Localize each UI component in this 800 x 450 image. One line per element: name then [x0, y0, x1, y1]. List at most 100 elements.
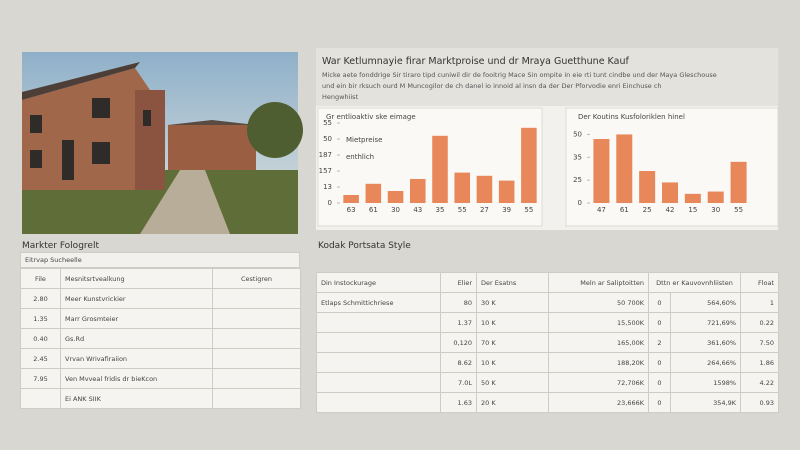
x-tick-label: 39	[502, 206, 511, 214]
chart-panel	[317, 107, 543, 227]
cell: 1.86	[740, 352, 780, 373]
cell: 1.35	[20, 308, 61, 329]
bar	[432, 135, 448, 203]
annotation: enthlich	[346, 153, 374, 161]
cell: 70 K	[476, 332, 549, 353]
cell: 564,60%	[669, 292, 742, 313]
description-line: Hengwhiist	[322, 93, 359, 101]
cell: 7.50	[740, 332, 780, 353]
bar	[593, 139, 610, 203]
table-title: Markter Fologrelt	[22, 241, 99, 251]
summary-title: War Ketlumnayie firar Marktproise und dr…	[322, 56, 629, 67]
cell: 0.93	[740, 392, 780, 413]
x-tick-label: 35	[436, 206, 445, 214]
bar	[730, 161, 747, 203]
y-tick-label: 13	[323, 183, 332, 191]
column-header: Dttn er Kauvovnhliisten	[647, 272, 742, 293]
x-tick-label: 47	[597, 206, 606, 214]
cell: 354,9K	[669, 392, 742, 413]
cell: 0	[648, 292, 671, 313]
cell: 2.80	[20, 288, 61, 309]
cell: 15,500K	[548, 312, 649, 333]
cell: 264,66%	[669, 352, 742, 373]
right-table-block: Din Instockurage Elier Der Esatns Meln ar S…	[316, 272, 780, 413]
y-tick-label: 50	[573, 130, 582, 138]
cell: Meer Kunstvrickier	[60, 288, 213, 309]
x-tick-label: 15	[688, 206, 697, 214]
table-row: 2.45 Vrvan Wrivafiraiion	[20, 348, 301, 369]
column-header: Mesnitsrtvealkung	[60, 268, 213, 289]
cell: 2	[648, 332, 671, 353]
y-tick-label: 55	[323, 119, 332, 127]
cell: 10 K	[476, 312, 549, 333]
cell	[212, 308, 301, 329]
cell: 188,20K	[548, 352, 649, 373]
description-line: und ein bir rksuch ourd M Muncogilor de …	[322, 82, 662, 90]
cell	[316, 312, 441, 333]
cell	[316, 332, 441, 353]
bar	[387, 191, 404, 203]
cell	[212, 328, 301, 349]
x-tick-label: 43	[413, 206, 422, 214]
table: Din Instockurage Elier Der Esatns Meln ar S…	[316, 272, 780, 413]
y-tick-label: 187	[319, 151, 332, 159]
cell: 0,120	[440, 332, 477, 353]
bar	[684, 193, 701, 203]
y-tick-label: 35	[573, 153, 582, 161]
table-subtitle: Eitrvap Sucheelle	[20, 252, 300, 268]
bar	[476, 175, 493, 203]
x-tick-label: 55	[734, 206, 743, 214]
bar	[639, 171, 656, 203]
cell: 0.22	[740, 312, 780, 333]
x-tick-label: 55	[458, 206, 467, 214]
table-row: 0.40 Gs.Rd	[20, 328, 301, 349]
column-header: Cestigren	[212, 268, 301, 289]
cell: 0	[648, 352, 671, 373]
cell	[20, 388, 61, 409]
bar	[616, 134, 633, 203]
cell: Gs.Rd	[60, 328, 213, 349]
bar	[454, 172, 470, 203]
cell: 165,00K	[548, 332, 649, 353]
y-tick-label: 50	[323, 135, 332, 143]
column-header: Elier	[440, 272, 477, 293]
summary-description: Micke aete fonddrige Sir tiraro tipd cun…	[322, 70, 772, 103]
x-tick-label: 30	[391, 206, 400, 214]
table-row: 2.80 Meer Kunstvrickier	[20, 288, 301, 309]
table-row: 1.35 Marr Grosmteier	[20, 308, 301, 329]
x-tick-label: 42	[666, 206, 675, 214]
table-row: 1.37 10 K 15,500K 0 721,69% 0.22	[316, 312, 780, 333]
cell: 1.37	[440, 312, 477, 333]
cell: 721,69%	[669, 312, 742, 333]
cell: 0.40	[20, 328, 61, 349]
cell: Ei ANK SIIK	[60, 388, 213, 409]
cell	[212, 388, 301, 409]
table-row: 0,120 70 K 165,00K 2 361,60% 7.50	[316, 332, 780, 353]
column-header: Din Instockurage	[316, 272, 441, 293]
description-line: Micke aete fonddrige Sir tiraro tipd cun…	[322, 71, 717, 79]
cell: 1.63	[440, 392, 477, 413]
header-row: Din Instockurage Elier Der Esatns Meln ar S…	[316, 272, 780, 293]
cell: 361,60%	[669, 332, 742, 353]
table-row: 7.95 Ven Mvveal fridis dr bieKcon	[20, 368, 301, 389]
bar	[662, 182, 678, 203]
bar	[365, 183, 382, 203]
cell: 10 K	[476, 352, 549, 373]
y-tick-label: 157	[319, 167, 332, 175]
x-tick-label: 25	[643, 206, 652, 214]
y-tick-label: 25	[573, 176, 582, 184]
annotation: Mietpreise	[346, 136, 382, 144]
left-table-block: Eitrvap Sucheelle File Mesnitsrtvealkung C…	[20, 252, 301, 409]
column-header: File	[20, 268, 61, 289]
cell	[212, 348, 301, 369]
table-row: Etlaps Schmittichriese 80 30 K 50 700K 0 564,…	[316, 292, 780, 313]
cell: 50 K	[476, 372, 549, 393]
x-tick-label: 27	[480, 206, 489, 214]
chart-title: Gr entlioaktiv ske eimage	[326, 113, 416, 121]
bar	[707, 191, 724, 203]
bar	[498, 180, 515, 203]
cell	[212, 288, 301, 309]
cell: 1598%	[669, 372, 742, 393]
cell: 23,666K	[548, 392, 649, 413]
